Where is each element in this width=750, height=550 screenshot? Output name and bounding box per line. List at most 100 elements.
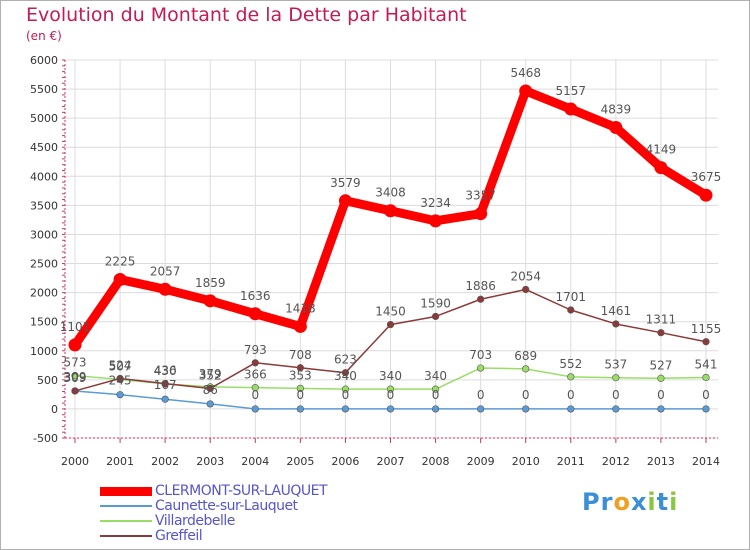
data-label-1: 0 xyxy=(342,388,350,402)
data-point-0 xyxy=(203,294,217,308)
data-label-1: 0 xyxy=(477,388,485,402)
data-label-0: 4839 xyxy=(601,103,632,117)
data-label-2: 573 xyxy=(64,356,87,370)
x-tick-label: 2004 xyxy=(241,455,269,468)
brand-logo: Proxiti xyxy=(582,488,678,516)
data-point-2 xyxy=(71,372,79,380)
data-label-3: 793 xyxy=(244,343,267,357)
data-label-3: 1450 xyxy=(375,305,406,319)
y-tick-label: 2500 xyxy=(30,258,58,271)
data-point-3 xyxy=(296,364,304,372)
y-tick-label: 4000 xyxy=(30,170,58,183)
x-tick-label: 2008 xyxy=(422,455,450,468)
data-point-3 xyxy=(386,321,395,329)
data-label-2: 703 xyxy=(469,348,492,362)
data-label-3: 708 xyxy=(289,348,312,362)
data-label-1: 309 xyxy=(64,370,87,384)
data-label-3: 436 xyxy=(154,364,177,378)
data-label-0: 1636 xyxy=(240,289,271,303)
data-point-3 xyxy=(116,374,124,383)
data-label-2: 507 xyxy=(109,359,132,373)
data-label-3: 309 xyxy=(64,371,87,385)
legend-label-greffeil: Greffeil xyxy=(155,528,203,544)
data-point-1 xyxy=(206,400,214,408)
data-label-2: 340 xyxy=(379,369,402,383)
y-tick-label: 3000 xyxy=(30,228,58,241)
data-label-3: 1461 xyxy=(601,304,632,318)
data-label-2: 366 xyxy=(244,368,267,382)
brand-letter: i xyxy=(647,488,657,516)
brand-letter: r xyxy=(600,488,614,516)
data-point-1 xyxy=(161,395,169,403)
data-label-1: 0 xyxy=(522,388,530,402)
data-label-0: 4149 xyxy=(646,143,677,157)
data-point-3 xyxy=(612,320,620,328)
data-point-2 xyxy=(431,385,440,393)
data-label-1: 0 xyxy=(567,388,575,402)
x-tick-label: 2005 xyxy=(286,455,314,468)
y-tick-label: 500 xyxy=(37,374,58,387)
x-tick-label: 2002 xyxy=(151,455,179,468)
data-point-1 xyxy=(431,405,440,413)
data-label-2: 537 xyxy=(604,358,627,372)
data-point-3 xyxy=(522,285,530,294)
data-point-3 xyxy=(567,306,575,314)
legend-swatch-caunette xyxy=(100,505,152,507)
data-point-2 xyxy=(657,374,665,382)
y-tick-label: 1500 xyxy=(30,316,58,329)
data-point-2 xyxy=(251,384,259,392)
data-label-1: 0 xyxy=(702,388,710,402)
brand-letter: o xyxy=(613,488,631,516)
data-point-0 xyxy=(113,273,127,287)
data-label-1: 0 xyxy=(387,388,395,402)
data-point-3 xyxy=(477,295,485,303)
chart-subtitle: (en €) xyxy=(26,29,62,43)
data-point-1 xyxy=(251,405,259,413)
data-point-1 xyxy=(341,405,350,413)
data-point-1 xyxy=(522,405,530,413)
data-point-0 xyxy=(654,161,668,175)
x-tick-label: 2007 xyxy=(377,455,405,468)
data-label-3: 2054 xyxy=(510,269,541,283)
x-tick-label: 2000 xyxy=(61,455,89,468)
data-point-3 xyxy=(161,379,169,388)
data-point-0 xyxy=(338,194,352,208)
data-label-0: 3579 xyxy=(330,176,361,190)
data-point-3 xyxy=(657,329,665,337)
data-point-3 xyxy=(71,387,79,395)
data-label-3: 1886 xyxy=(465,279,496,293)
data-label-0: 1859 xyxy=(195,276,226,290)
data-point-0 xyxy=(68,338,82,352)
brand-letter: P xyxy=(582,488,601,516)
x-tick-label: 2013 xyxy=(647,455,675,468)
data-label-1: 0 xyxy=(432,388,440,402)
data-point-2 xyxy=(477,364,485,372)
data-point-1 xyxy=(612,405,620,413)
data-label-2: 541 xyxy=(695,357,718,371)
y-tick-label: -500 xyxy=(33,432,58,445)
data-label-1: 167 xyxy=(154,378,177,392)
y-tick-label: 5000 xyxy=(30,112,58,125)
legend-label-caunette: Caunette-sur-Lauquet xyxy=(155,498,298,514)
data-label-0: 3357 xyxy=(465,189,496,203)
brand-letter: x xyxy=(630,488,648,516)
data-point-0 xyxy=(158,282,172,296)
data-label-0: 2225 xyxy=(105,255,136,269)
legend-swatch-clermont xyxy=(100,487,152,496)
data-label-0: 5157 xyxy=(556,84,587,98)
data-label-0: 1418 xyxy=(285,301,316,315)
data-point-2 xyxy=(702,373,710,382)
x-tick-label: 2009 xyxy=(467,455,495,468)
data-label-1: 0 xyxy=(251,388,259,402)
legend-swatch-greffeil xyxy=(100,535,152,537)
data-label-2: 527 xyxy=(649,358,672,372)
y-tick-label: 0 xyxy=(51,403,58,416)
y-tick-label: 1000 xyxy=(30,345,58,358)
data-point-2 xyxy=(386,385,395,393)
data-label-0: 2057 xyxy=(150,264,181,278)
data-label-1: 0 xyxy=(657,388,665,402)
brand-letter: i xyxy=(669,488,679,516)
data-point-2 xyxy=(567,373,575,381)
data-point-0 xyxy=(474,207,488,221)
